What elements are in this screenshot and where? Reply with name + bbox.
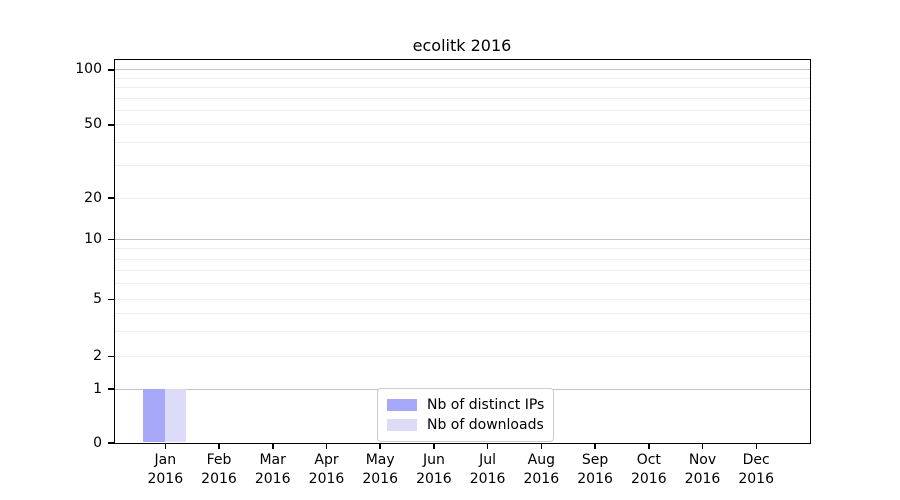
x-tick-label: Aug 2016 [523, 452, 560, 487]
legend: Nb of distinct IPs Nb of downloads [377, 388, 555, 442]
y-tick [108, 298, 114, 301]
x-tick [594, 444, 596, 449]
y-tick-label: 50 [84, 116, 102, 133]
y-gridline-minor [115, 330, 810, 332]
y-tick-label: 5 [93, 291, 102, 308]
legend-label-distinct-ips: Nb of distinct IPs [427, 397, 545, 413]
x-tick [272, 444, 274, 449]
x-tick-label: Jan 2016 [147, 452, 184, 487]
x-tick [218, 444, 220, 449]
y-gridline-minor [115, 270, 810, 272]
y-gridline-minor [115, 248, 810, 250]
y-gridline-minor [115, 258, 810, 260]
y-tick [108, 69, 114, 71]
y-tick [108, 355, 114, 358]
y-gridline-minor [115, 197, 810, 199]
y-gridline-minor [115, 313, 810, 314]
bar-nb-of-distinct-ips [143, 388, 165, 442]
y-gridline-minor [115, 97, 810, 99]
legend-swatch-distinct-ips [387, 399, 417, 411]
x-tick-label: Dec 2016 [738, 452, 774, 487]
y-gridline-major [115, 239, 810, 241]
x-tick-label: May 2016 [362, 452, 398, 487]
y-gridline-minor [115, 109, 810, 111]
y-tick [108, 238, 114, 241]
y-gridline-minor [115, 299, 810, 301]
legend-swatch-downloads [387, 419, 417, 431]
x-tick [433, 444, 435, 449]
y-tick-label: 0 [93, 434, 102, 451]
x-tick-label: Jul 2016 [469, 452, 506, 487]
y-gridline-minor [115, 77, 810, 79]
y-gridline-minor [115, 283, 810, 285]
y-tick [108, 197, 114, 199]
y-gridline-minor [115, 165, 810, 167]
x-tick [648, 444, 650, 449]
x-tick-label: Oct 2016 [630, 452, 667, 487]
y-tick-label: 10 [84, 231, 102, 248]
y-tick [108, 388, 114, 390]
y-gridline-minor [115, 124, 810, 126]
plot-area: Nb of distinct IPs Nb of downloads [114, 59, 811, 444]
x-tick [755, 444, 757, 449]
x-tick [379, 444, 381, 449]
legend-label-downloads: Nb of downloads [427, 417, 544, 433]
y-tick [108, 124, 114, 126]
x-tick-label: Jun 2016 [416, 452, 452, 487]
y-tick-label: 20 [84, 189, 102, 206]
y-gridline-minor [115, 355, 810, 357]
y-gridline-major [115, 69, 810, 71]
x-tick-label: Feb 2016 [201, 452, 237, 487]
x-tick [486, 444, 489, 449]
y-gridline-minor [115, 142, 810, 144]
x-tick [164, 444, 167, 449]
bar-nb-of-downloads [164, 388, 187, 442]
chart-title: ecolitk 2016 [412, 36, 512, 55]
y-tick-label: 2 [93, 347, 102, 364]
x-tick-label: Apr 2016 [308, 452, 345, 487]
y-tick [108, 442, 114, 444]
x-tick-label: Nov 2016 [684, 452, 721, 487]
x-tick [325, 444, 328, 449]
x-tick [701, 444, 704, 449]
legend-item-distinct-ips: Nb of distinct IPs [387, 395, 544, 415]
x-tick-label: Mar 2016 [254, 452, 291, 487]
x-tick-label: Sep 2016 [577, 452, 613, 487]
y-tick-label: 1 [93, 380, 102, 397]
y-gridline-minor [115, 86, 810, 88]
x-tick [540, 444, 543, 449]
y-tick-label: 100 [75, 61, 102, 78]
legend-item-downloads: Nb of downloads [387, 415, 544, 435]
